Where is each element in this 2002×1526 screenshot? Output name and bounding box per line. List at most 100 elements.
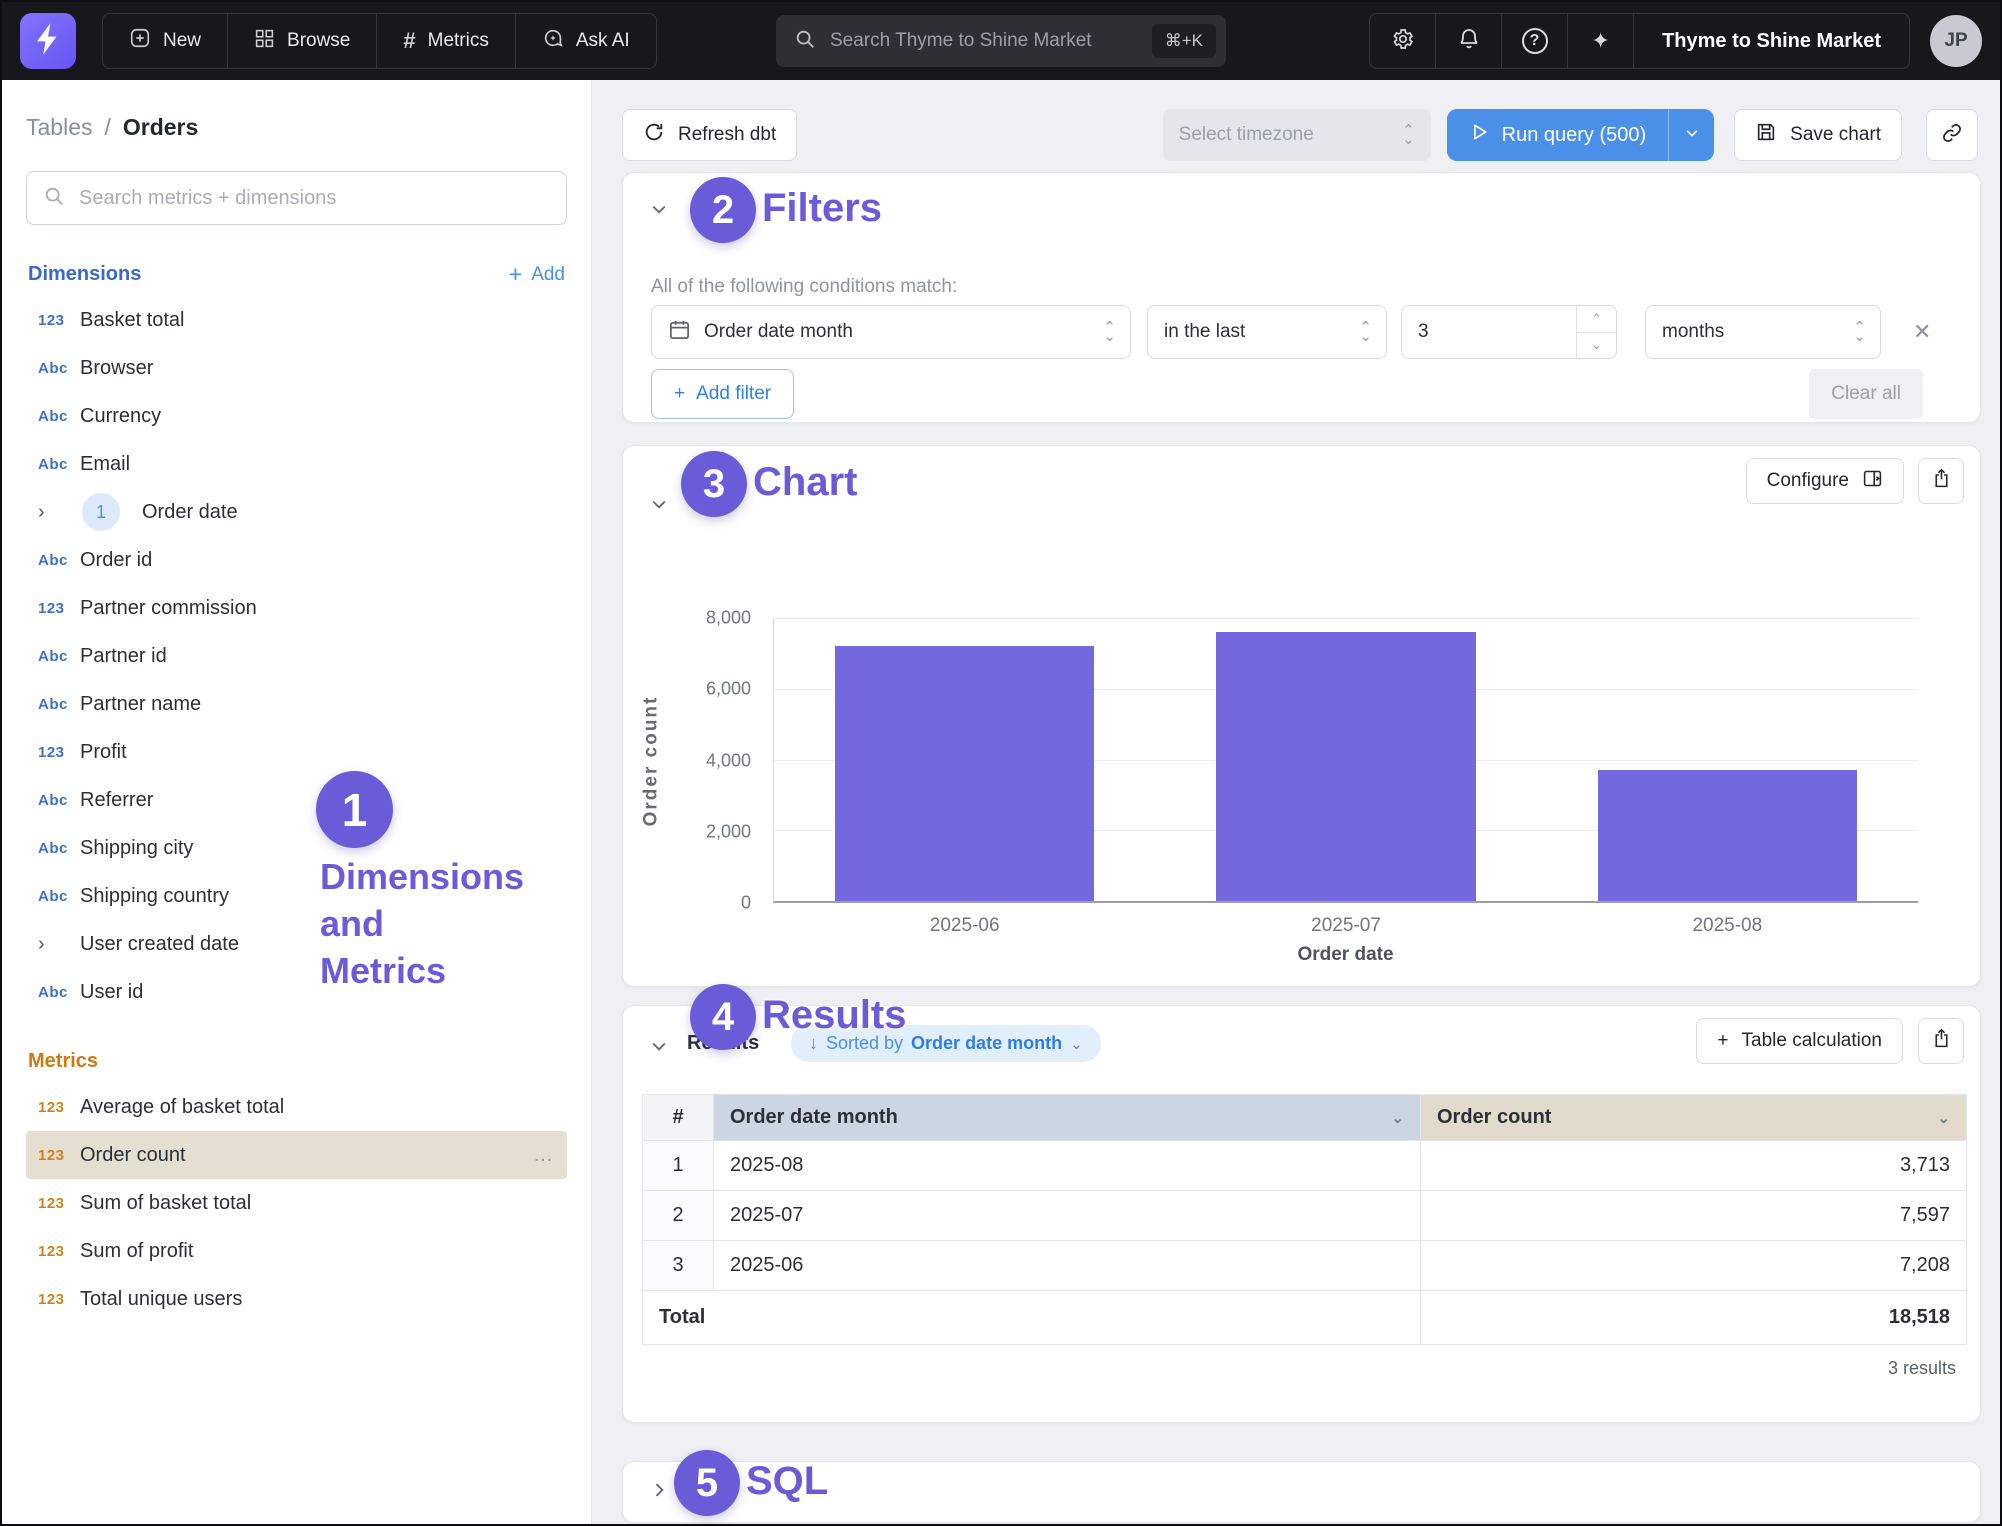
total-value: 18,518 — [1420, 1290, 1967, 1345]
chevron-right-icon[interactable]: › — [38, 932, 45, 955]
order-date-month-cell[interactable]: 2025-08 — [713, 1140, 1421, 1191]
metric-item-order-count[interactable]: 123 Order count… — [26, 1131, 567, 1179]
stepper-down-button[interactable]: ⌄ — [1591, 337, 1602, 353]
column-menu-chevron-icon[interactable]: ⌄ — [1937, 1109, 1950, 1127]
browse-button[interactable]: Browse — [228, 14, 378, 68]
save-chart-button[interactable]: Save chart — [1734, 109, 1902, 161]
dimension-item-user-created-date[interactable]: › User created date — [26, 920, 567, 968]
share-link-button[interactable] — [1926, 109, 1978, 161]
run-query-dropdown-button[interactable] — [1668, 109, 1714, 161]
plus-icon: + — [1717, 1030, 1729, 1051]
fields-search-input[interactable] — [79, 186, 550, 210]
dimension-item-partner-id[interactable]: Abc Partner id — [26, 632, 567, 680]
dimension-item-currency[interactable]: Abc Currency — [26, 392, 567, 440]
configure-chart-button[interactable]: Configure — [1745, 458, 1904, 504]
active-field-count-badge: 1 — [82, 493, 120, 531]
metric-item-sum-of-basket-total[interactable]: 123 Sum of basket total — [26, 1179, 567, 1227]
order-count-cell[interactable]: 7,208 — [1420, 1240, 1967, 1291]
field-label: Order count — [80, 1143, 186, 1166]
add-dimension-button[interactable]: + Add — [509, 263, 565, 286]
ai-sparkles-button[interactable]: ✦ — [1568, 14, 1635, 68]
order-count-cell[interactable]: 3,713 — [1420, 1140, 1967, 1191]
order-date-month-column-header[interactable]: Order date month ⌄ — [713, 1094, 1421, 1141]
help-button[interactable]: ? — [1502, 14, 1569, 68]
remove-filter-button[interactable]: ✕ — [1913, 319, 1932, 344]
share-icon — [1931, 1028, 1952, 1054]
select-chevrons-icon: ⌃ ⌄ — [1359, 318, 1372, 345]
export-results-button[interactable] — [1918, 1018, 1964, 1064]
dimension-item-browser[interactable]: Abc Browser — [26, 344, 567, 392]
order-count-cell[interactable]: 7,597 — [1420, 1190, 1967, 1241]
number-type-icon: 123 — [38, 1098, 65, 1116]
metric-item-sum-of-profit[interactable]: 123 Sum of profit — [26, 1227, 567, 1275]
clear-all-button[interactable]: Clear all — [1809, 369, 1923, 419]
user-avatar[interactable]: JP — [1930, 15, 1982, 67]
annotation-label-2: Filters — [762, 186, 883, 230]
field-label: Shipping city — [80, 836, 194, 859]
chevron-right-icon[interactable]: › — [38, 500, 45, 523]
dimension-item-profit[interactable]: 123 Profit — [26, 728, 567, 776]
field-label: Order id — [80, 548, 153, 571]
new-button[interactable]: New — [103, 14, 229, 68]
metrics-button[interactable]: # Metrics — [377, 14, 516, 68]
number-type-icon: 123 — [38, 1194, 65, 1212]
export-chart-button[interactable] — [1918, 458, 1964, 504]
refresh-dbt-button[interactable]: Refresh dbt — [622, 109, 798, 161]
add-filter-button[interactable]: + Add filter — [651, 369, 795, 419]
field-menu-button[interactable]: … — [533, 1143, 555, 1166]
dimension-item-referrer[interactable]: Abc Referrer — [26, 776, 567, 824]
filter-unit-select[interactable]: months ⌃ ⌄ — [1645, 305, 1881, 359]
order-date-month-cell[interactable]: 2025-07 — [713, 1190, 1421, 1241]
column-menu-chevron-icon[interactable]: ⌄ — [1391, 1109, 1404, 1127]
filter-operator-select[interactable]: in the last ⌃ ⌄ — [1147, 305, 1387, 359]
org-switcher[interactable]: Thyme to Shine Market — [1634, 14, 1909, 68]
bar-2025-07[interactable] — [1216, 632, 1476, 901]
hash-icon: # — [403, 28, 416, 53]
dimension-item-order-id[interactable]: Abc Order id — [26, 536, 567, 584]
table-calculation-button[interactable]: + Table calculation — [1696, 1018, 1903, 1064]
dimension-item-shipping-country[interactable]: Abc Shipping country — [26, 872, 567, 920]
notifications-button[interactable] — [1436, 14, 1503, 68]
dimension-item-order-date[interactable]: › 1 Order date — [26, 488, 567, 536]
gear-icon — [1391, 27, 1415, 56]
collapse-chart-chevron-icon[interactable] — [649, 494, 669, 519]
fields-search[interactable] — [26, 171, 567, 225]
metric-item-average-of-basket-total[interactable]: 123 Average of basket total — [26, 1083, 567, 1131]
y-axis-title: Order count — [640, 695, 662, 826]
dimension-item-partner-name[interactable]: Abc Partner name — [26, 680, 567, 728]
timezone-select[interactable]: Select timezone ⌃ ⌄ — [1162, 109, 1431, 161]
string-type-icon: Abc — [38, 455, 68, 473]
dimension-item-email[interactable]: Abc Email — [26, 440, 567, 488]
bar-chart-plot: 2025-06 2025-07 2025-08 — [773, 618, 1918, 936]
stepper-up-button[interactable]: ⌃ — [1577, 306, 1616, 333]
metric-item-total-unique-users[interactable]: 123 Total unique users — [26, 1275, 567, 1323]
app-logo[interactable] — [20, 13, 76, 69]
dimension-item-basket-total[interactable]: 123 Basket total — [26, 296, 567, 344]
order-count-column-header[interactable]: Order count ⌄ — [1420, 1094, 1967, 1141]
y-axis-ticks: 0 2,000 4,000 6,000 8,000 — [683, 608, 763, 913]
sorted-by-pill[interactable]: ↓ Sorted by Order date month ⌄ — [791, 1025, 1101, 1062]
configure-label: Configure — [1766, 470, 1849, 491]
annotation-circle-4: 4 — [690, 984, 756, 1050]
run-query-button[interactable]: Run query (500) — [1447, 109, 1669, 161]
order-date-month-cell[interactable]: 2025-06 — [713, 1240, 1421, 1291]
breadcrumb-tables-link[interactable]: Tables — [26, 114, 93, 140]
collapse-results-chevron-icon[interactable] — [649, 1036, 669, 1061]
expand-sql-chevron-icon[interactable] — [649, 1480, 669, 1505]
collapse-filters-chevron-icon[interactable] — [649, 199, 669, 224]
bar-2025-08[interactable] — [1597, 769, 1857, 901]
grid-icon — [254, 28, 275, 55]
bar-slot: 2025-08 — [1537, 618, 1918, 936]
dimension-item-partner-commission[interactable]: 123 Partner commission — [26, 584, 567, 632]
bar-2025-06[interactable] — [835, 646, 1095, 901]
filter-field-select[interactable]: Order date month ⌃ ⌄ — [651, 305, 1131, 359]
dimension-item-user-id[interactable]: Abc User id — [26, 968, 567, 1016]
filter-value-input[interactable]: 3 ⌃ ⌄ — [1401, 305, 1617, 359]
settings-button[interactable] — [1370, 14, 1437, 68]
dimension-item-shipping-city[interactable]: Abc Shipping city — [26, 824, 567, 872]
global-search-input[interactable]: Search Thyme to Shine Market ⌘+K — [776, 15, 1226, 67]
metrics-list: 123 Average of basket total 123 Order count… — [26, 1083, 567, 1323]
table-row: 1 2025-08 3,713 — [642, 1140, 1967, 1191]
ask-ai-button[interactable]: Ask AI — [516, 14, 656, 68]
string-type-icon: Abc — [38, 359, 68, 377]
